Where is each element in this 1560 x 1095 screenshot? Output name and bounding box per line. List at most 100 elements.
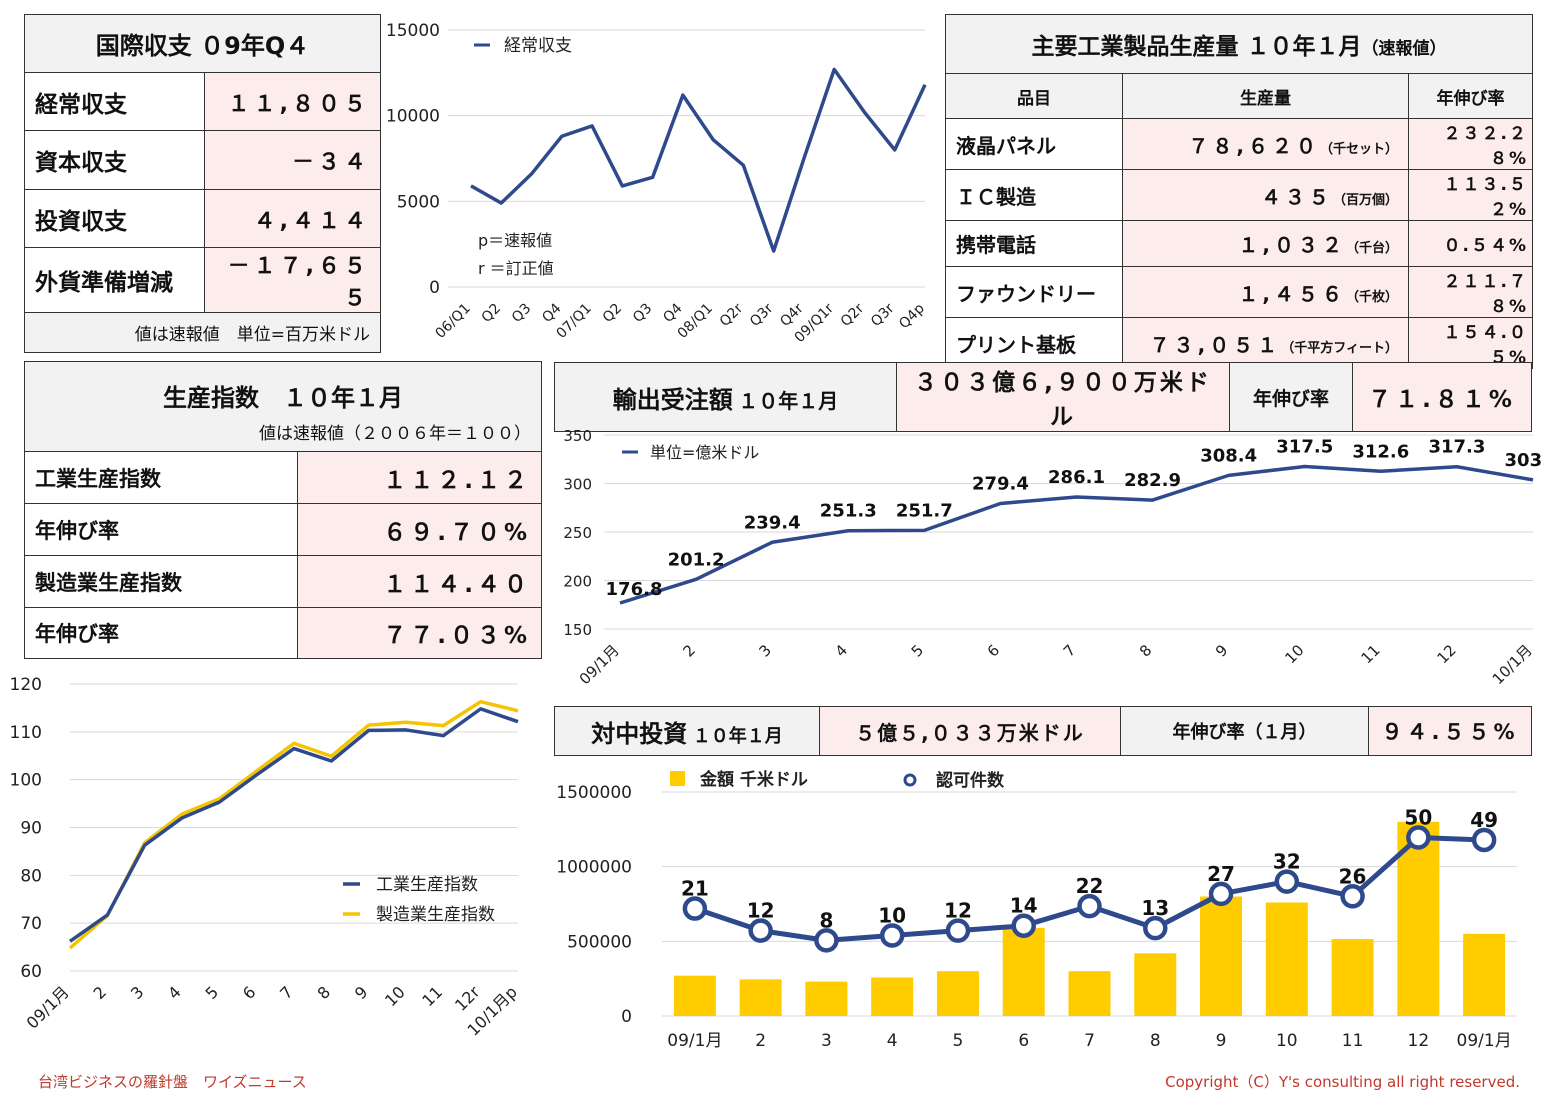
x-tick-label: Q4p	[896, 300, 928, 332]
ip-qty: ７８,６２０	[1188, 133, 1320, 158]
ip-unit: （千枚）	[1345, 289, 1398, 305]
ci-growth: ９４.５５%	[1368, 706, 1532, 756]
data-label: 12	[747, 899, 775, 923]
x-tick-label: 6	[239, 982, 260, 1003]
x-tick-label: 4	[832, 641, 851, 660]
marker-approval-count	[879, 923, 905, 948]
ip-item: 携帯電話	[945, 220, 1123, 267]
x-tick-label: 5	[953, 1031, 964, 1051]
pi-subtitle: 値は速報値（２００６年＝１００）	[259, 424, 531, 444]
eo-title: 輸出受注額	[612, 385, 733, 414]
marker-approval-count	[814, 928, 839, 953]
annotation: r ＝訂正値	[478, 259, 554, 278]
x-tick-label: 10	[1276, 1031, 1298, 1051]
eo-value: ３０３億６,９００万米ドル	[896, 362, 1230, 432]
data-label: 22	[1076, 874, 1104, 898]
data-label: 27	[1207, 862, 1235, 886]
pi-title: 生産指数 １０年１月	[163, 384, 403, 412]
data-label: 201.2	[668, 549, 725, 570]
x-tick-label: Q3r	[868, 300, 898, 330]
x-tick-label: 2	[90, 982, 111, 1003]
marker-approval-count	[1471, 827, 1497, 853]
production-index-table: 生産指数 １０年１月 値は速報値（２００６年＝１００） 工業生産指数 １１２.１２…	[24, 361, 542, 659]
y-tick-label: 500000	[567, 932, 632, 952]
pi-value: ６９.７０%	[297, 503, 542, 556]
data-label: 26	[1339, 864, 1367, 888]
ip-item: プリント基板	[945, 317, 1123, 369]
data-label: 13	[1141, 896, 1169, 920]
bar-investment-amount	[1002, 927, 1045, 1016]
ci-title-date: １０年１月	[692, 725, 783, 747]
ci-value: ５億５,０３３万米ドル	[819, 706, 1121, 756]
x-tick-label: 8	[314, 982, 335, 1003]
ip-title-main: 主要工業製品生産量 １０年１月	[1031, 34, 1362, 60]
x-tick-label: Q2r	[717, 300, 747, 330]
data-label: 282.9	[1124, 470, 1181, 491]
ip-qty-cell: ７８,６２０（千セット）	[1122, 118, 1409, 170]
bar-investment-amount	[936, 971, 979, 1016]
bop-note: 値は速報値 単位=百万米ドル	[24, 312, 381, 353]
footer-brand: 台湾ビジネスの羅針盤 ワイズニュース	[38, 1073, 307, 1091]
x-tick-label: Q2r	[838, 300, 868, 330]
x-tick-label: 7	[1084, 1031, 1095, 1051]
bop-title: 国際収支 ０9年Q４	[24, 14, 381, 73]
x-tick-label: 12	[1434, 641, 1460, 667]
x-tick-label: 09/1月	[576, 641, 623, 688]
bop-value: ４,４１４	[204, 189, 381, 248]
x-tick-label: 8	[1136, 641, 1155, 660]
data-label: 8	[819, 908, 833, 932]
legend-label: 工業生産指数	[376, 875, 478, 895]
bop-value: －１７,６５５	[204, 247, 381, 313]
ip-item: ファウンドリー	[945, 266, 1123, 318]
bar-investment-amount	[1397, 821, 1440, 1016]
x-tick-label: 6	[1018, 1031, 1029, 1051]
ip-qty-cell: １,０３２（千台）	[1122, 220, 1409, 267]
ci-title: 対中投資	[591, 719, 688, 748]
china-investment-chart: 0 500000 1000000 1500000 09/1月 2 3 4 5 6 7 8 9 10 11 12…	[556, 769, 1517, 1051]
data-label: 303.7	[1505, 450, 1544, 471]
pi-label: 製造業生産指数	[24, 555, 298, 608]
bop-label: 投資収支	[24, 189, 205, 248]
legend-swatch	[670, 771, 685, 786]
x-tick-label: 10	[381, 982, 409, 1010]
ip-title: 主要工業製品生産量 １０年１月（速報値）	[945, 14, 1533, 74]
pi-value: １１４.４０	[297, 555, 542, 608]
x-tick-label: 4	[164, 982, 185, 1003]
bar-investment-amount	[673, 975, 716, 1016]
bop-value: １１,８０５	[204, 72, 381, 131]
ip-item: 液晶パネル	[945, 118, 1123, 170]
ip-growth: ２１１.７８%	[1408, 266, 1533, 318]
y-tick-label: 1000000	[556, 858, 632, 878]
y-tick-label: 70	[20, 914, 42, 934]
y-tick-label: 10000	[386, 107, 440, 127]
y-tick-label: 350	[563, 427, 592, 445]
annotation: p＝速報値	[478, 231, 552, 250]
y-tick-label: 80	[20, 866, 42, 886]
ip-qty: ７３,０５１	[1149, 332, 1282, 357]
data-label: 14	[1010, 894, 1038, 918]
marker-approval-count	[1208, 881, 1234, 907]
marker-approval-count	[1143, 915, 1168, 941]
marker-approval-count	[1011, 913, 1036, 938]
x-tick-label: 3	[127, 982, 148, 1003]
x-tick-label: 07/Q1	[554, 301, 595, 342]
data-label: 308.4	[1200, 445, 1257, 466]
ip-growth: １５４.０５%	[1408, 317, 1533, 369]
y-tick-label: 1500000	[556, 783, 632, 803]
y-tick-label: 110	[10, 723, 42, 743]
marker-approval-count	[1406, 825, 1431, 850]
data-label: 10	[878, 904, 906, 928]
eo-title-cell: 輸出受注額 １０年１月	[554, 362, 897, 432]
y-tick-label: 60	[20, 962, 42, 982]
y-tick-label: 120	[10, 675, 42, 695]
pi-header: 生産指数 １０年１月 値は速報値（２００６年＝１００）	[24, 361, 542, 452]
footer-copyright: Copyright（C）Y's consulting all right res…	[1165, 1073, 1520, 1091]
y-tick-label: 15000	[386, 21, 440, 41]
ip-qty-cell: ４３５（百万個）	[1122, 169, 1409, 221]
data-label: 279.4	[972, 473, 1029, 494]
x-tick-label: 7	[276, 982, 297, 1003]
x-tick-label: 9	[351, 982, 372, 1003]
bar-investment-amount	[1068, 971, 1111, 1016]
